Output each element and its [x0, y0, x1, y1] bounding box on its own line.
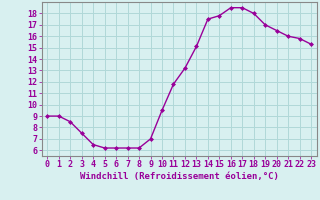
X-axis label: Windchill (Refroidissement éolien,°C): Windchill (Refroidissement éolien,°C) [80, 172, 279, 181]
